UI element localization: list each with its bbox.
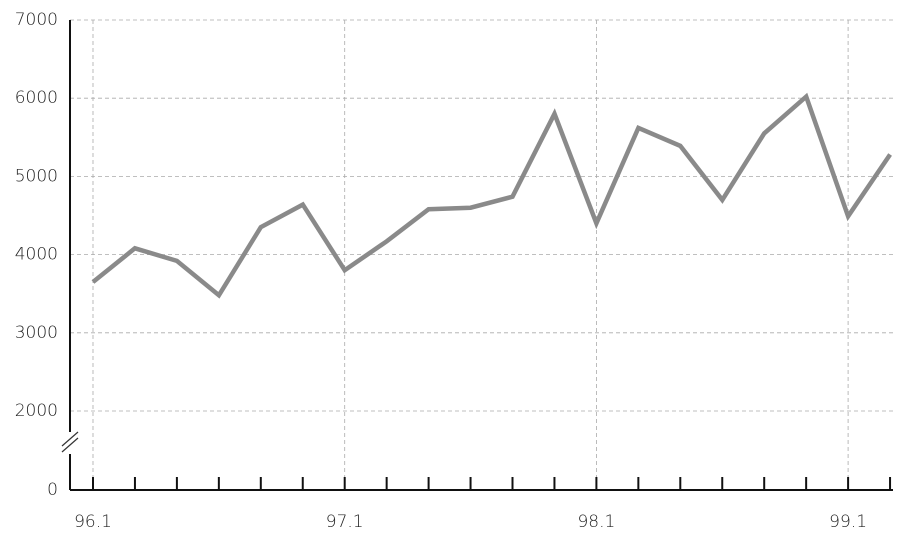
data-line xyxy=(91,92,892,299)
y-tick-label: 4000 xyxy=(15,245,58,265)
y-tick-label: 7000 xyxy=(15,10,58,30)
break-mark xyxy=(61,431,79,447)
x-tick-label: 97.1 xyxy=(326,512,364,532)
x-tick-label: 99.1 xyxy=(829,512,867,532)
y-tick-label: 5000 xyxy=(15,166,58,186)
axis-break xyxy=(61,431,79,453)
x-tick-label: 96.1 xyxy=(74,512,112,532)
x-tick-label: 98.1 xyxy=(577,512,615,532)
y-tick-label: 3000 xyxy=(15,323,58,343)
y-tick-label: 0 xyxy=(47,480,58,500)
y-tick-label: 6000 xyxy=(15,88,58,108)
y-tick-label: 2000 xyxy=(15,401,58,421)
break-mark xyxy=(61,437,79,453)
